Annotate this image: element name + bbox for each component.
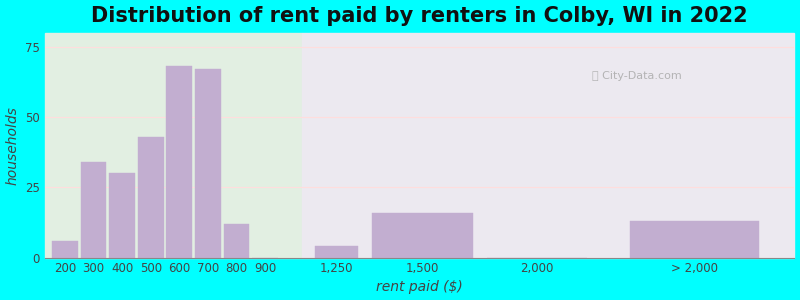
X-axis label: rent paid ($): rent paid ($) — [376, 280, 463, 294]
Bar — [110, 173, 135, 258]
Bar — [52, 241, 78, 258]
Text: ⓘ City-Data.com: ⓘ City-Data.com — [592, 71, 682, 81]
Bar — [302, 33, 794, 258]
Bar — [195, 69, 221, 258]
Bar — [45, 33, 302, 258]
Bar — [166, 66, 192, 258]
Bar — [315, 247, 358, 258]
Y-axis label: households: households — [6, 106, 19, 184]
Bar — [138, 137, 163, 258]
Bar — [224, 224, 250, 258]
Bar — [373, 213, 473, 258]
Title: Distribution of rent paid by renters in Colby, WI in 2022: Distribution of rent paid by renters in … — [91, 6, 748, 26]
Bar — [630, 221, 758, 258]
Bar — [81, 162, 106, 258]
